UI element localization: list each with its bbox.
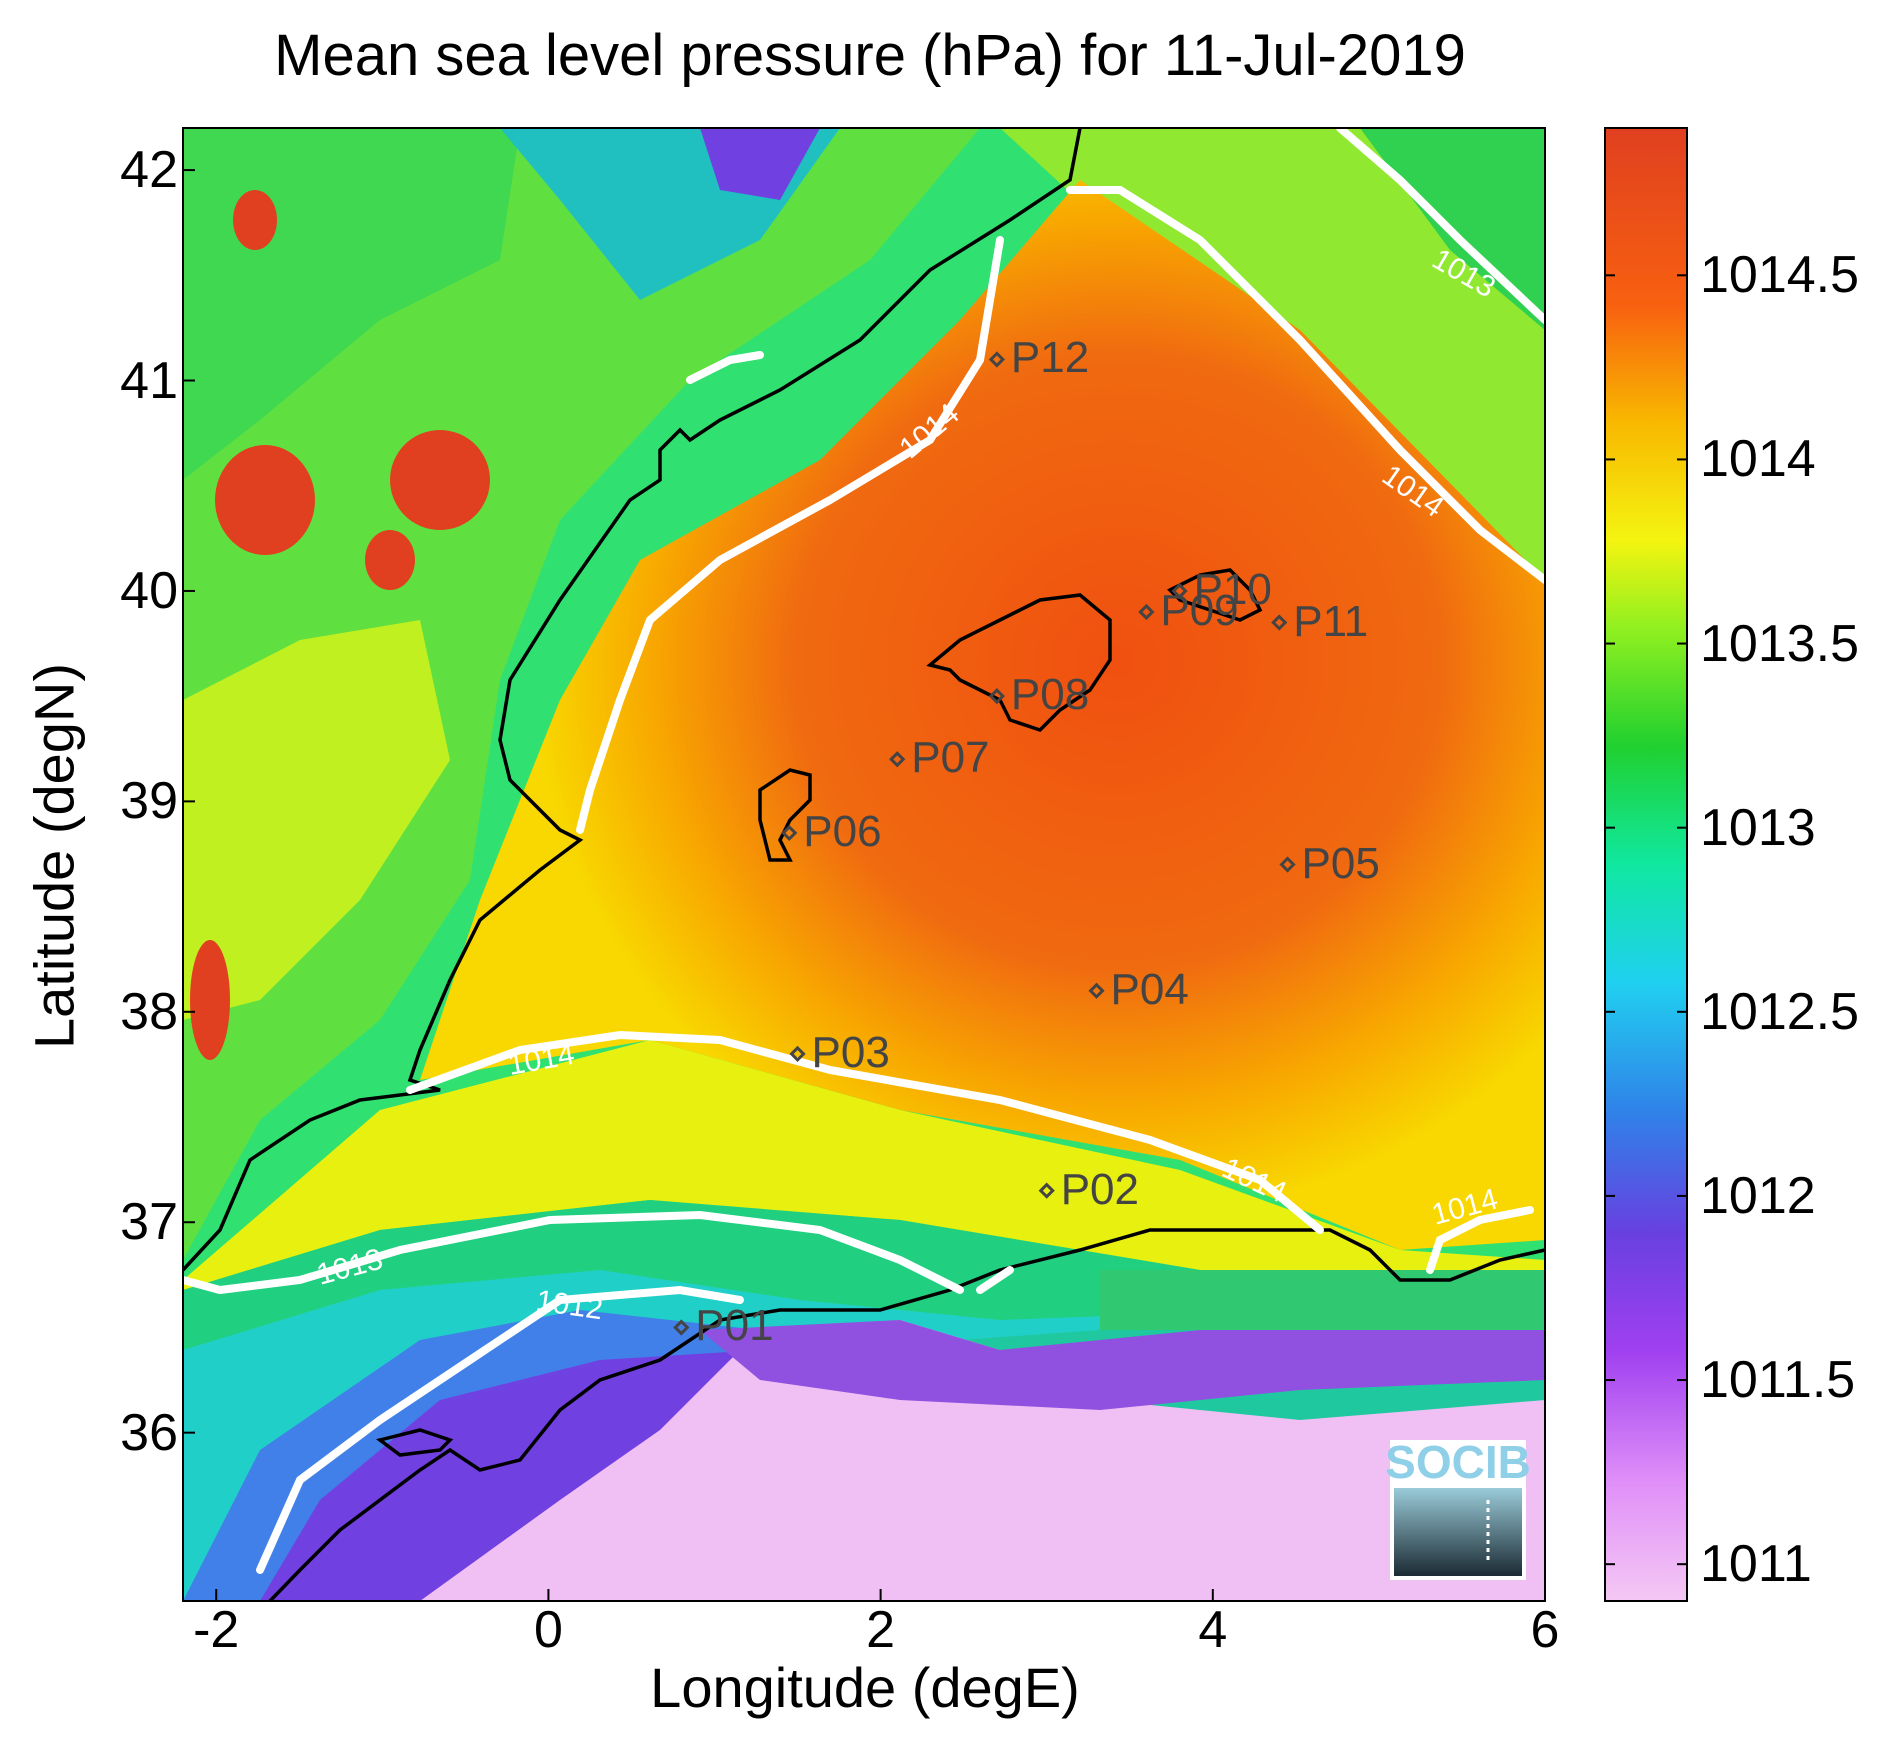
station-marker	[1171, 582, 1188, 600]
chart-title: Mean sea level pressure (hPa) for 11-Jul…	[274, 23, 1466, 88]
colorbar-tick-label: 1013.5	[1700, 614, 1860, 673]
y-tick-label: 38	[120, 982, 178, 1041]
station-label: P06	[803, 806, 882, 856]
station-label: P02	[1060, 1164, 1139, 1214]
x-tick-label: 4	[1198, 1601, 1228, 1659]
colorbar-tick-label: 1011	[1700, 1535, 1812, 1594]
station-marker	[1088, 982, 1105, 999]
colorbar-tick-label: 1014	[1700, 430, 1816, 489]
station-markers	[673, 351, 1296, 1336]
colorbar-tick-label: 1013	[1700, 798, 1816, 857]
y-tick-label: 37	[120, 1193, 178, 1252]
station-marker	[1038, 1182, 1055, 1199]
station-label: P04	[1110, 964, 1189, 1014]
y-axis-label: Latitude (degN)	[22, 663, 86, 1050]
socib-logo: SOCIB	[1385, 1436, 1531, 1580]
colorbar-tick-label: 1014.5	[1700, 246, 1860, 305]
station-marker	[1271, 614, 1288, 631]
colorbar	[1604, 127, 1688, 1602]
station-label: P05	[1301, 838, 1380, 888]
y-tick-label: 41	[120, 351, 178, 410]
isobars	[179, 124, 1549, 1574]
station-marker	[988, 688, 1006, 705]
x-tick-label: 6	[1530, 1601, 1560, 1659]
y-tick-label: 36	[120, 1403, 178, 1462]
station-label: P03	[811, 1027, 890, 1077]
station-label: P08	[1010, 670, 1090, 720]
station-label: P10	[1193, 564, 1272, 614]
station-marker	[1138, 603, 1155, 621]
y-tick-label: 40	[120, 561, 178, 620]
station-label: P07	[911, 733, 990, 783]
x-tick-label: 2	[866, 1601, 896, 1659]
station-label: P11	[1293, 596, 1369, 646]
x-axis-label: Longitude (degE)	[650, 1656, 1080, 1719]
y-tick-label: 42	[120, 141, 178, 200]
x-tick-label: 0	[533, 1601, 563, 1659]
station-marker	[1279, 856, 1296, 873]
colorbar-tick-label: 1011.5	[1700, 1351, 1856, 1410]
coastlines	[181, 127, 1546, 1603]
station-label: P09	[1160, 585, 1239, 635]
station-marker	[789, 1045, 806, 1063]
colorbar-tick-label: 1012	[1700, 1166, 1816, 1225]
plot-frame	[182, 127, 1546, 1602]
station-label: P12	[1010, 333, 1090, 383]
station-marker	[781, 824, 798, 842]
x-tick-label: -2	[193, 1601, 240, 1659]
y-tick-label: 39	[120, 772, 178, 831]
station-marker	[673, 1319, 690, 1336]
colorbar-tick-label: 1012.5	[1700, 982, 1860, 1041]
logo-text: SOCIB	[1385, 1436, 1531, 1488]
station-label: P01	[695, 1301, 774, 1351]
station-marker	[889, 751, 906, 768]
station-marker	[988, 351, 1006, 368]
